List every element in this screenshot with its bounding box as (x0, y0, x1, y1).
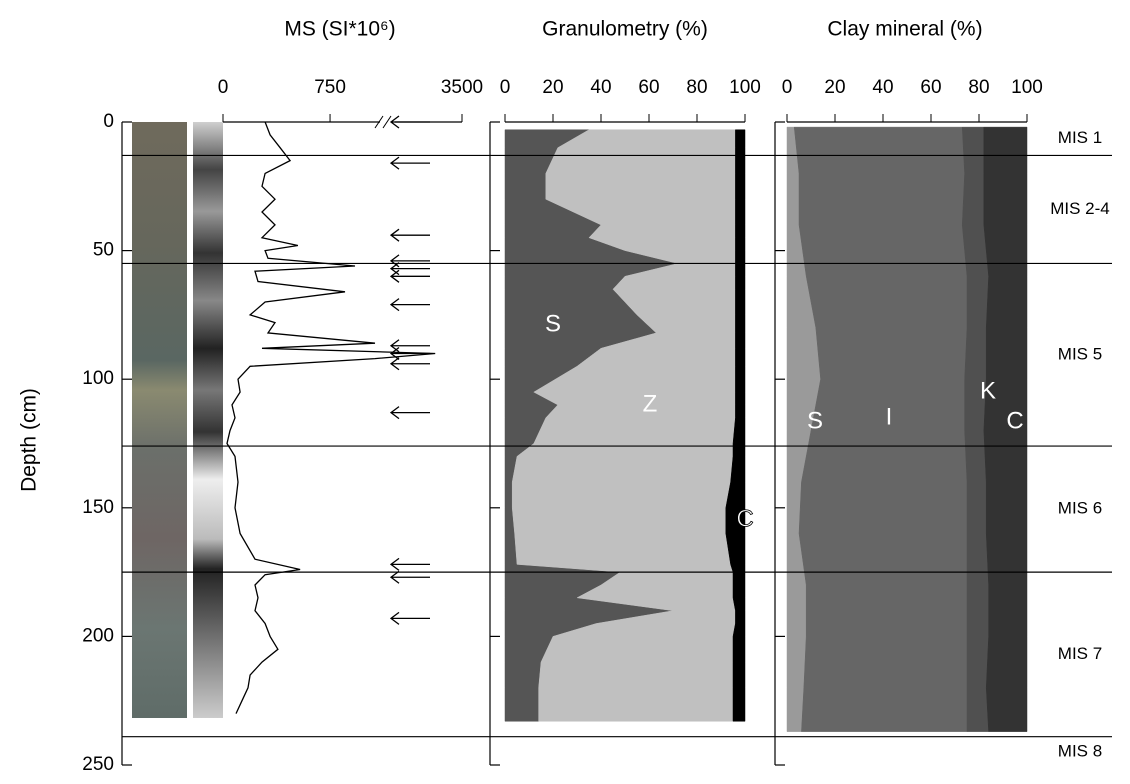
stage-label: MIS 5 (1058, 344, 1102, 363)
y-tick-label: 200 (82, 625, 114, 646)
x-tick-label: 80 (686, 77, 707, 98)
x-tick-label: 100 (1011, 77, 1043, 98)
ms-title: MS (SI*10⁶) (284, 18, 395, 41)
x-tick-label: 80 (968, 77, 989, 98)
y-tick-label: 0 (103, 111, 114, 132)
y-tick-label: 150 (82, 497, 114, 518)
stage-label: MIS 6 (1058, 499, 1102, 518)
arrow (389, 346, 430, 360)
core-xray (193, 122, 223, 718)
x-tick-label: 60 (638, 77, 659, 98)
arrow (389, 254, 430, 268)
arrow (389, 269, 430, 283)
x-tick-label: 0 (500, 77, 511, 98)
ms-curve (226, 121, 436, 714)
x-tick-label: 0 (782, 77, 793, 98)
x-tick-label: 20 (824, 77, 845, 98)
y-tick-label: 100 (82, 368, 114, 389)
x-tick-label: 100 (729, 77, 761, 98)
clay-title: Clay mineral (%) (827, 18, 982, 41)
x-tick-label: 40 (590, 77, 611, 98)
stage-label: MIS 7 (1058, 644, 1102, 663)
granulometry-title: Granulometry (%) (542, 18, 708, 41)
axis-break (374, 115, 392, 129)
x-tick-label: 3500 (441, 77, 483, 98)
core-photo (132, 122, 187, 718)
x-tick-label: 750 (314, 77, 346, 98)
arrow (389, 611, 430, 625)
series-label: S (545, 310, 561, 337)
series-label: C (1006, 407, 1023, 434)
area-2 (725, 129, 746, 722)
arrow (389, 298, 430, 312)
arrow (389, 339, 430, 353)
arrow (389, 570, 430, 584)
x-tick-label: 0 (218, 77, 229, 98)
series-label: Z (643, 390, 658, 417)
arrow (389, 228, 430, 242)
stage-label: MIS 2-4 (1050, 199, 1110, 218)
series-label: C (736, 505, 753, 532)
arrow (389, 262, 430, 276)
arrow (389, 557, 430, 571)
series-label: K (980, 377, 996, 404)
x-tick-label: 60 (920, 77, 941, 98)
y-axis-label: Depth (cm) (18, 388, 41, 492)
y-tick-label: 50 (93, 240, 114, 261)
x-tick-label: 40 (872, 77, 893, 98)
arrow (389, 115, 430, 129)
arrow (389, 357, 430, 371)
arrow (389, 406, 430, 420)
series-label: I (886, 403, 893, 430)
y-tick-label: 250 (82, 754, 114, 775)
x-tick-label: 20 (542, 77, 563, 98)
area-3 (983, 126, 1028, 732)
series-label: S (807, 407, 823, 434)
stage-label: MIS 8 (1058, 742, 1102, 761)
stage-label: MIS 1 (1058, 128, 1102, 147)
arrow (389, 156, 430, 170)
